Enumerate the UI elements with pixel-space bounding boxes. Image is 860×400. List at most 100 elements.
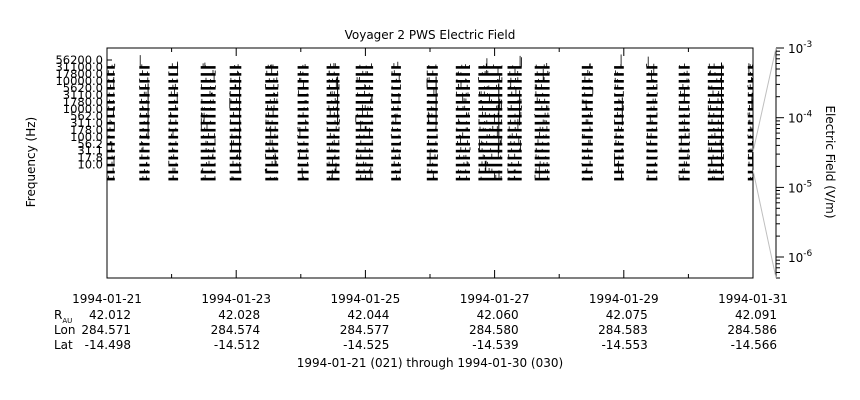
channel-bar xyxy=(581,80,593,83)
channel-spikes xyxy=(749,64,753,67)
channel-spikes xyxy=(356,154,371,158)
channel-bar xyxy=(507,135,522,139)
channel-bar xyxy=(478,73,503,76)
channel-spikes xyxy=(428,98,437,102)
channel-bar xyxy=(534,156,550,160)
channel-bar xyxy=(747,87,753,90)
channel-spikes xyxy=(360,166,372,179)
channel-bar xyxy=(426,177,438,181)
y-tick-label: 562.0 xyxy=(70,109,103,123)
colorbar-wedge xyxy=(752,169,777,279)
channel-bar xyxy=(581,135,593,139)
y-tick-label: 17.8 xyxy=(77,151,103,165)
ephemeris-row-label-main: R xyxy=(54,308,62,322)
channel-bar xyxy=(355,108,374,111)
channel-spikes xyxy=(205,74,215,81)
channel-bar xyxy=(478,135,503,139)
channel-spikes xyxy=(483,58,503,67)
channel-bar xyxy=(534,73,550,76)
channel-bar xyxy=(326,94,340,97)
data-segment xyxy=(581,63,594,181)
channel-spikes xyxy=(646,56,649,67)
channel-spikes xyxy=(535,168,548,172)
channel-bar xyxy=(168,108,179,111)
channel-spikes xyxy=(206,160,216,165)
channel-spikes xyxy=(480,170,502,179)
channel-bar xyxy=(455,170,470,174)
channel-spikes xyxy=(265,109,274,116)
channel-bar xyxy=(534,163,550,167)
channel-spikes xyxy=(509,68,519,74)
channel-bar xyxy=(614,114,624,118)
channel-spikes xyxy=(683,125,689,130)
channel-spikes xyxy=(357,90,370,95)
data-layer xyxy=(106,54,754,181)
channel-bar xyxy=(455,156,470,160)
channel-spikes xyxy=(749,148,752,151)
channel-bar xyxy=(646,149,658,153)
channel-spikes xyxy=(614,84,619,88)
channel-spikes xyxy=(647,169,655,172)
channel-bar xyxy=(139,101,150,104)
channel-bar xyxy=(391,121,401,125)
channel-spikes xyxy=(298,112,304,116)
channel-bar xyxy=(200,142,216,146)
channel-bar xyxy=(678,114,690,118)
channel-spikes xyxy=(202,175,216,179)
channel-spikes xyxy=(512,55,522,67)
ephemeris-value: 42.091 xyxy=(735,308,777,322)
channel-bar xyxy=(326,80,340,83)
channel-bar xyxy=(355,114,374,118)
data-segment xyxy=(200,62,216,181)
channel-spikes xyxy=(478,75,503,81)
channel-spikes xyxy=(171,63,178,67)
channel-spikes xyxy=(711,157,723,165)
channel-bar xyxy=(534,94,550,97)
channel-spikes xyxy=(201,98,214,102)
right-tick-base: 10 xyxy=(788,42,803,56)
channel-bar xyxy=(455,66,470,69)
channel-bar xyxy=(391,87,401,90)
channel-spikes xyxy=(232,160,238,165)
channel-bar xyxy=(747,80,753,83)
channel-spikes xyxy=(106,134,110,137)
channel-spikes xyxy=(709,70,716,74)
channel-spikes xyxy=(648,63,655,74)
channel-spikes xyxy=(108,106,115,109)
channel-bar xyxy=(139,135,150,139)
channel-bar xyxy=(265,114,279,118)
data-segment xyxy=(478,58,503,181)
channel-bar xyxy=(265,128,279,132)
channel-spikes xyxy=(484,84,499,88)
channel-bar xyxy=(297,142,309,146)
channel-bar xyxy=(426,142,438,146)
data-segment xyxy=(707,62,724,181)
channel-spikes xyxy=(426,77,430,81)
y-tick-label: 17800.0 xyxy=(55,67,103,81)
channel-spikes xyxy=(653,84,658,88)
channel-bar xyxy=(646,163,658,167)
channel-bar xyxy=(200,170,216,174)
channel-spikes xyxy=(328,169,333,179)
channel-spikes xyxy=(170,87,175,95)
channel-spikes xyxy=(479,93,492,102)
y-tick-label: 311.0 xyxy=(70,116,103,130)
channel-spikes xyxy=(202,62,206,67)
channel-bar xyxy=(507,121,522,125)
channel-bar xyxy=(707,128,724,132)
channel-spikes xyxy=(393,61,399,67)
channel-spikes xyxy=(680,135,690,144)
channel-spikes xyxy=(264,168,268,172)
channel-spikes xyxy=(457,105,466,109)
right-tick-exponent: -6 xyxy=(803,249,812,259)
channel-bar xyxy=(168,121,179,125)
channel-spikes xyxy=(427,111,430,123)
channel-bar xyxy=(534,177,550,181)
channel-spikes xyxy=(356,77,360,81)
channel-bar xyxy=(707,80,724,83)
channel-spikes xyxy=(507,168,516,172)
right-tick-base: 10 xyxy=(788,181,803,195)
channel-bar xyxy=(297,177,309,181)
channel-spikes xyxy=(647,148,657,151)
channel-spikes xyxy=(427,168,433,172)
